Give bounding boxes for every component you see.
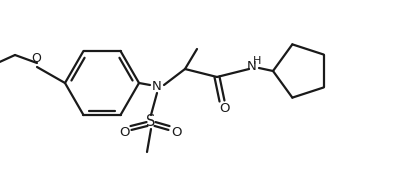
Text: N: N [152, 81, 162, 94]
Text: H: H [253, 56, 261, 66]
Text: O: O [219, 102, 229, 115]
Text: S: S [146, 115, 156, 129]
Text: O: O [171, 127, 181, 140]
Text: O: O [119, 127, 129, 140]
Text: N: N [247, 60, 257, 73]
Text: O: O [31, 52, 41, 65]
